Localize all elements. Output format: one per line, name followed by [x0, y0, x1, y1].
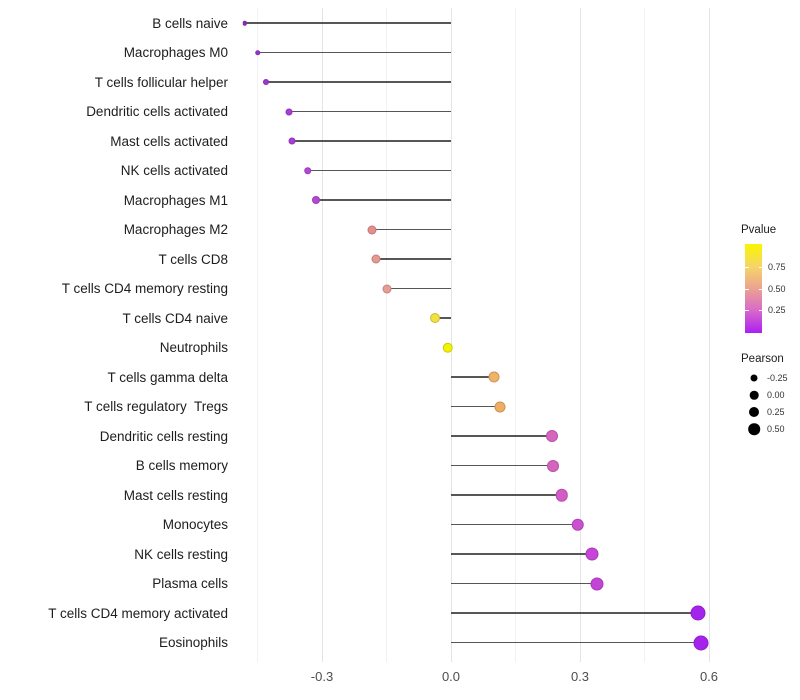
lollipop-dot	[690, 605, 706, 621]
x-tick-label: 0.0	[441, 669, 461, 684]
lollipop-dot	[555, 488, 569, 502]
gradient-tick-mark	[758, 267, 762, 268]
lollipop-stem	[376, 258, 451, 260]
lollipop-stem	[451, 435, 553, 437]
lollipop-dot	[693, 635, 709, 650]
category-label: NK cells resting	[134, 546, 228, 562]
category-label: Dendritic cells resting	[99, 428, 228, 444]
size-legend-title: Pearson	[741, 353, 784, 365]
lollipop-dot	[311, 196, 320, 204]
lollipop-stem	[451, 494, 562, 496]
gradient-tick-mark	[745, 310, 749, 311]
lollipop-stem	[244, 22, 451, 24]
category-label: Plasma cells	[152, 576, 228, 591]
category-label: Mast cells activated	[110, 133, 228, 149]
minor-gridline	[386, 8, 387, 662]
minor-gridline	[257, 8, 258, 662]
category-label: T cells regulatory Tregs	[84, 399, 228, 414]
lollipop-dot	[430, 313, 441, 323]
lollipop-dot	[285, 108, 293, 115]
lollipop-stem	[435, 317, 451, 319]
lollipop-dot	[304, 166, 312, 175]
category-label: T cells CD4 memory activated	[48, 605, 228, 621]
lollipop-stem	[451, 464, 554, 467]
category-label: Mast cells resting	[123, 487, 228, 503]
lollipop-dot	[546, 430, 559, 442]
size-legend-label: 0.00	[767, 390, 785, 400]
category-label: T cells CD4 naive	[122, 310, 228, 326]
major-gridline	[579, 8, 581, 662]
category-label: T cells CD4 memory resting	[61, 281, 228, 296]
category-label: Neutrophils	[159, 340, 228, 355]
category-label: Monocytes	[162, 517, 228, 532]
size-legend-dot	[749, 390, 759, 400]
lollipop-dot	[590, 577, 604, 590]
x-tick-label: 0.3	[570, 669, 590, 684]
size-legend-label: -0.25	[767, 373, 788, 383]
lollipop-stem	[307, 169, 451, 172]
lollipop-stem	[451, 612, 698, 614]
size-legend-label: 0.50	[767, 424, 785, 434]
size-legend-label: 0.25	[767, 407, 785, 417]
category-label: Macrophages M0	[123, 45, 228, 60]
lollipop-stem	[257, 51, 451, 54]
x-tick-label: -0.3	[310, 669, 334, 684]
lollipop-dot	[288, 137, 296, 145]
lollipop-stem	[451, 641, 701, 644]
pvalue-tick-label: 0.75	[768, 262, 786, 272]
lollipop-stem	[451, 405, 501, 408]
color-legend-title: Pvalue	[741, 224, 777, 236]
lollipop-dot	[371, 254, 381, 264]
pvalue-gradient-bar	[745, 244, 762, 333]
size-legend-dot	[750, 374, 758, 382]
category-label: T cells CD8	[158, 251, 228, 267]
lollipop-stem	[315, 199, 451, 201]
major-gridline	[450, 8, 452, 662]
lollipop-dot	[488, 371, 500, 383]
gradient-tick-mark	[758, 289, 762, 290]
category-label: Eosinophils	[158, 635, 228, 650]
major-gridline	[708, 8, 710, 662]
lollipop-dot	[571, 518, 585, 531]
lollipop-stem	[451, 376, 494, 378]
gradient-tick-mark	[758, 310, 762, 311]
category-label: Macrophages M2	[123, 222, 228, 237]
lollipop-stem	[451, 523, 578, 526]
category-label: Dendritic cells activated	[86, 104, 228, 119]
lollipop-dot	[442, 342, 454, 353]
x-tick-label: 0.6	[699, 669, 719, 684]
minor-gridline	[644, 8, 645, 662]
lollipop-stem	[371, 228, 451, 231]
pvalue-tick-label: 0.50	[768, 284, 786, 294]
gradient-tick-mark	[745, 289, 749, 290]
category-label: B cells memory	[135, 458, 228, 473]
lollipop-stem	[266, 81, 451, 83]
lollipop-dot	[494, 401, 506, 412]
gradient-tick-mark	[745, 267, 749, 268]
lollipop-dot	[242, 20, 247, 26]
category-label: T cells gamma delta	[107, 369, 228, 385]
category-label: Macrophages M1	[123, 192, 228, 208]
lollipop-dot	[263, 79, 270, 85]
size-legend-dot	[748, 423, 760, 435]
category-label: NK cells activated	[120, 163, 228, 178]
lollipop-dot	[254, 49, 261, 56]
lollipop-dot	[547, 459, 560, 472]
lollipop-stem	[386, 287, 451, 290]
lollipop-stem	[291, 140, 451, 142]
category-label: B cells naive	[152, 15, 228, 31]
category-label: T cells follicular helper	[94, 74, 228, 90]
lollipop-dot	[585, 547, 599, 561]
lollipop-stem	[288, 110, 451, 113]
lollipop-dot	[367, 225, 377, 234]
size-legend-dot	[749, 407, 759, 417]
lollipop-stem	[451, 553, 593, 555]
minor-gridline	[515, 8, 516, 662]
lollipop-stem	[451, 582, 598, 585]
pvalue-tick-label: 0.25	[768, 305, 786, 315]
major-gridline	[321, 8, 323, 662]
lollipop-dot	[382, 284, 392, 293]
